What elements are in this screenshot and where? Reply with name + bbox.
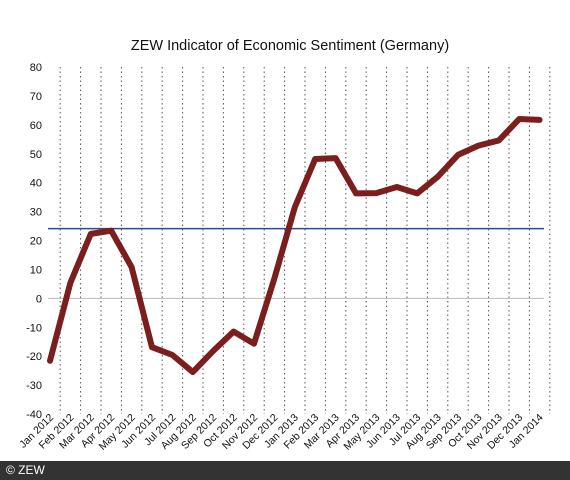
y-tick-label: 30 bbox=[30, 207, 42, 219]
data-point bbox=[518, 118, 520, 120]
footer: © ZEW bbox=[0, 461, 570, 480]
data-point bbox=[49, 360, 51, 362]
y-tick-label: 40 bbox=[30, 178, 42, 190]
y-tick-label: 10 bbox=[30, 264, 42, 276]
copyright-text: © ZEW bbox=[6, 463, 45, 477]
series-polyline bbox=[47, 116, 543, 376]
data-point bbox=[498, 139, 500, 141]
data-point bbox=[396, 186, 398, 188]
y-tick-label: -30 bbox=[26, 380, 42, 392]
y-tick-label: 60 bbox=[30, 120, 42, 132]
y-tick-label: -40 bbox=[26, 409, 42, 421]
series-line bbox=[47, 116, 543, 376]
data-point bbox=[233, 331, 235, 333]
data-point bbox=[110, 230, 112, 232]
data-point bbox=[212, 350, 214, 352]
chart: ZEW Indicator of Economic Sentiment (Ger… bbox=[17, 38, 551, 453]
vertical-grid bbox=[59, 67, 551, 414]
data-point bbox=[314, 158, 316, 160]
data-point bbox=[192, 371, 194, 373]
data-point bbox=[273, 277, 275, 279]
data-point bbox=[457, 154, 459, 156]
y-tick-label: 70 bbox=[30, 91, 42, 103]
data-point bbox=[90, 233, 92, 235]
y-tick-label: 50 bbox=[30, 149, 42, 161]
y-tick-label: -20 bbox=[26, 351, 42, 363]
data-point bbox=[151, 346, 153, 348]
chart-title: ZEW Indicator of Economic Sentiment (Ger… bbox=[131, 38, 449, 54]
data-point bbox=[539, 119, 541, 121]
data-point bbox=[375, 192, 377, 194]
y-tick-label: 80 bbox=[30, 62, 42, 74]
data-point bbox=[437, 176, 439, 178]
y-tick-label: -10 bbox=[26, 322, 42, 334]
data-point bbox=[335, 157, 337, 159]
y-tick-label: 20 bbox=[30, 236, 42, 248]
y-tick-label: 0 bbox=[36, 293, 42, 305]
data-point bbox=[416, 192, 418, 194]
data-point bbox=[355, 192, 357, 194]
data-point bbox=[253, 343, 255, 345]
y-axis: -40 -30 -20 -10 0 10 20 30 40 50 60 70 80 bbox=[26, 62, 42, 421]
data-point bbox=[131, 266, 133, 268]
data-point bbox=[171, 354, 173, 356]
data-point bbox=[294, 206, 296, 208]
data-point bbox=[69, 282, 71, 284]
data-point bbox=[477, 145, 479, 147]
